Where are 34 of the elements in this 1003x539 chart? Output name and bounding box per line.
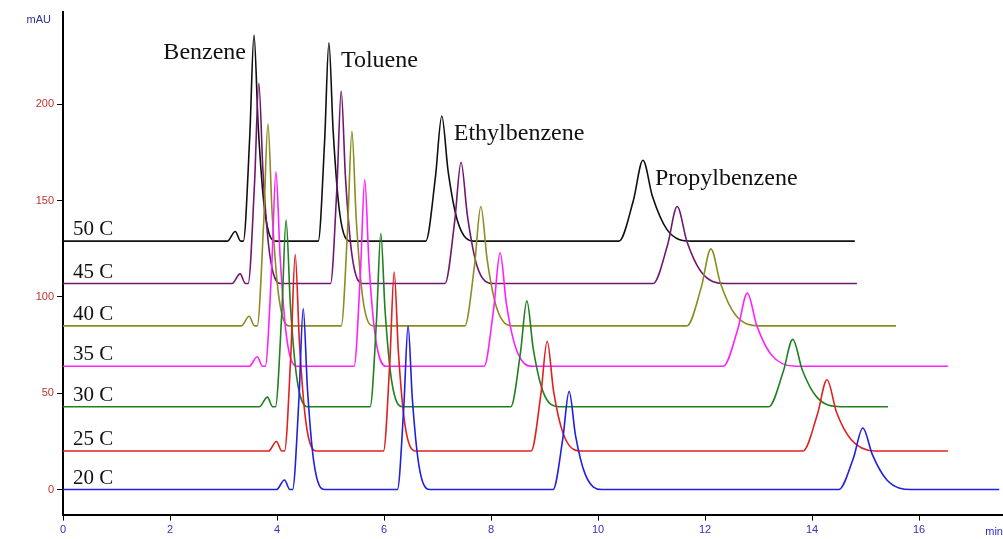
annotation: Propylbenzene [654, 163, 798, 190]
series-label: 25 C [73, 426, 114, 451]
series-label: 30 C [73, 381, 114, 406]
x-tick-label: 2 [166, 523, 174, 536]
line-series [63, 171, 949, 368]
x-tick-label: 16 [912, 523, 926, 536]
y-tick-label: 50 [41, 386, 54, 399]
annotation: Benzene [163, 38, 246, 65]
x-tick-label: 0 [59, 523, 67, 536]
line-series [63, 253, 949, 452]
line-series [63, 219, 889, 408]
line-series [63, 82, 858, 285]
x-tick-label: 8 [487, 523, 495, 536]
annotation: Ethylbenzene [453, 119, 585, 146]
series-label: 40 C [73, 300, 114, 325]
x-tick-label: 12 [698, 523, 712, 536]
x-tick-label: 14 [805, 523, 819, 536]
series-label: 35 C [73, 341, 114, 366]
line-series [63, 307, 1001, 491]
x-tick-label: 4 [273, 523, 281, 536]
y-tick-label: 0 [47, 482, 54, 495]
x-tick-label: 10 [591, 523, 605, 536]
x-tick-label: 6 [380, 523, 388, 536]
y-tick-label: 150 [35, 193, 54, 206]
y-axis-title: mAU [26, 12, 52, 25]
y-tick-label: 200 [35, 97, 54, 110]
line-series [63, 34, 856, 242]
series-label: 50 C [73, 216, 114, 241]
annotation: Toluene [340, 46, 418, 73]
x-axis-title: min [985, 525, 1003, 538]
line-series [63, 122, 897, 327]
series-label: 20 C [73, 464, 114, 489]
y-tick-label: 100 [35, 290, 54, 303]
series-label: 45 C [73, 258, 114, 283]
